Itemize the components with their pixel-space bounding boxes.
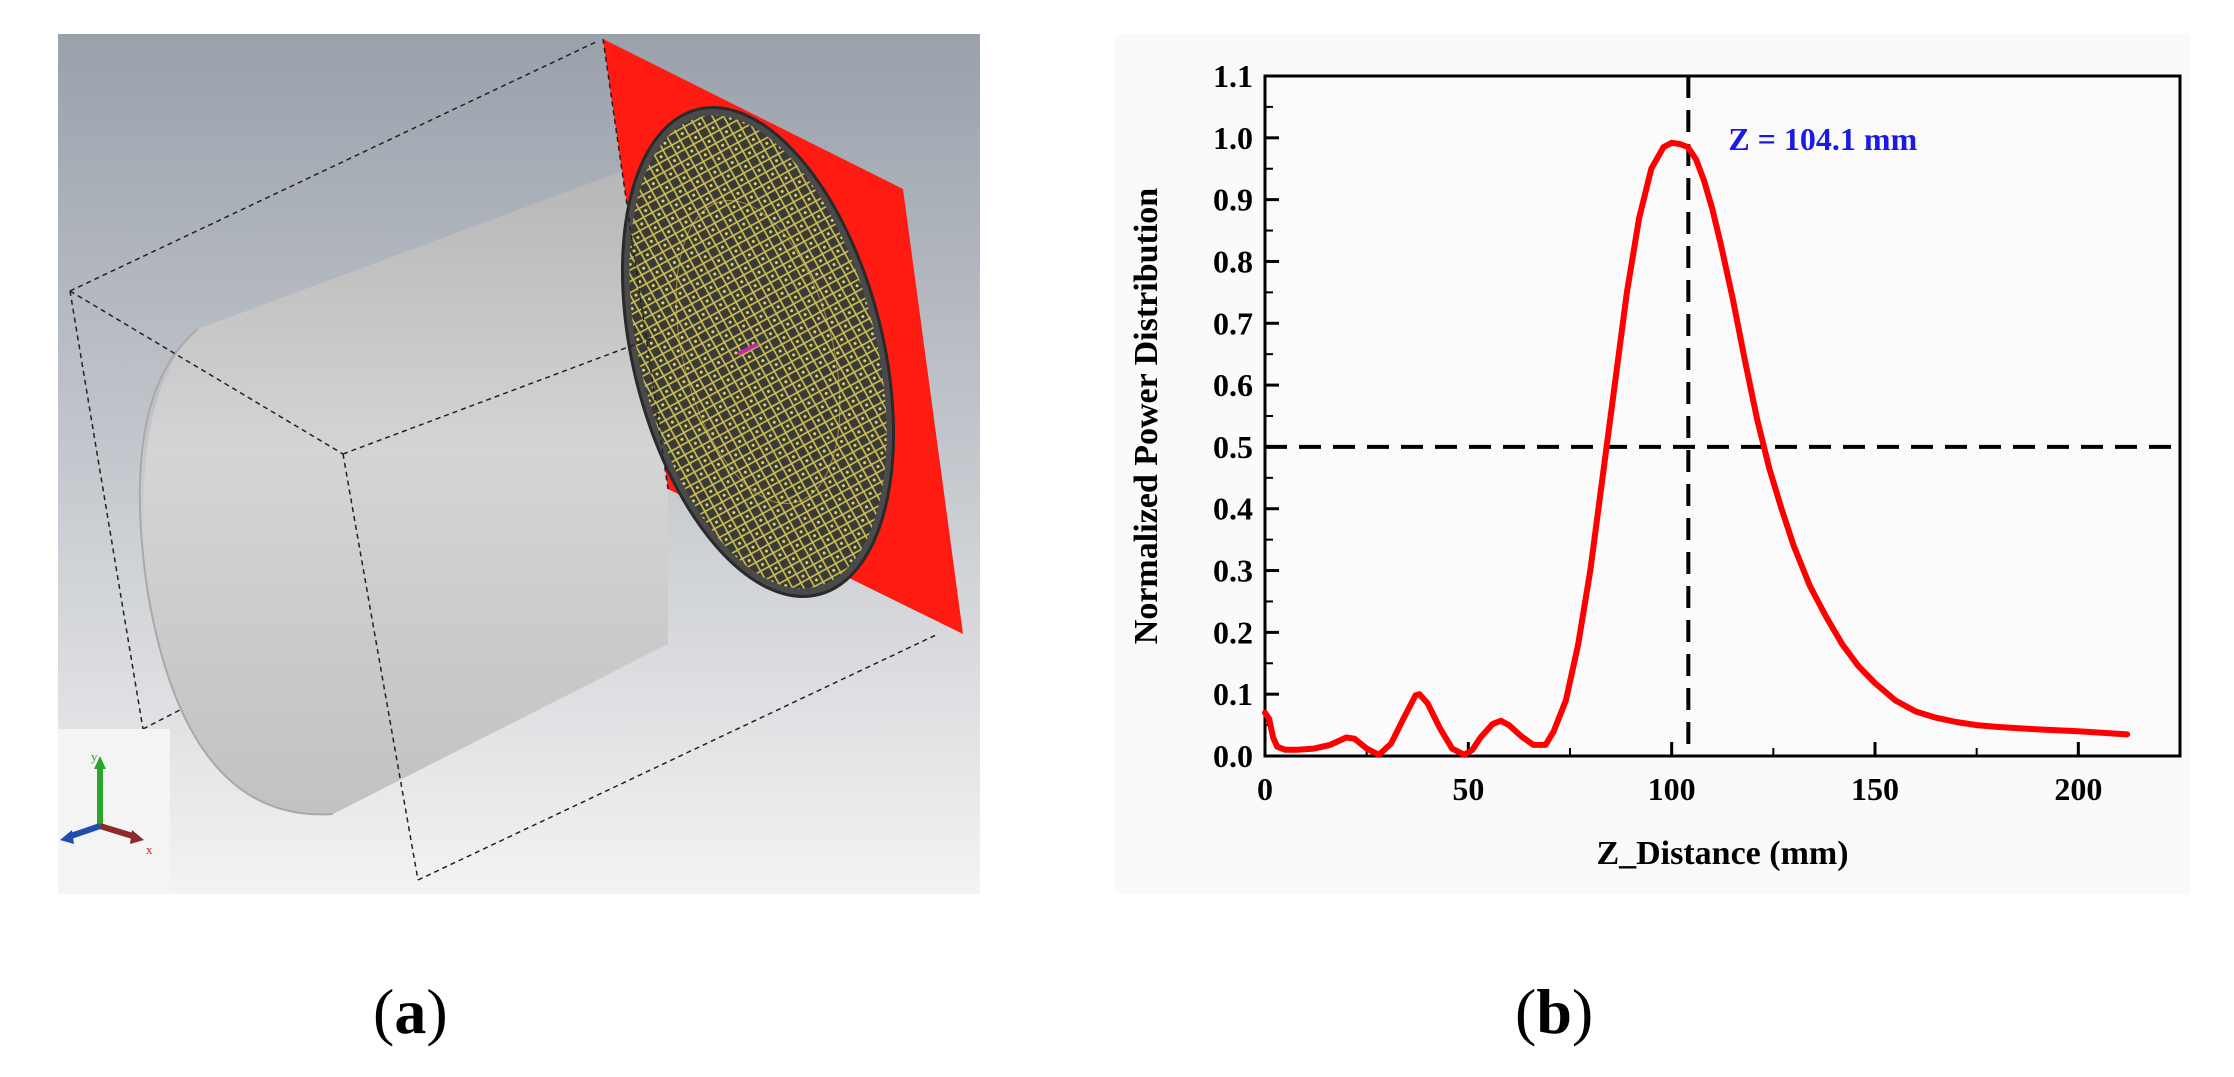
y-tick-label: 0.5 (1213, 429, 1253, 465)
cylinder-body (143, 154, 669, 815)
peak-annotation: Z = 104.1 mm (1728, 121, 1917, 157)
series-line-0 (1262, 139, 2131, 758)
caption-b: (b) (1515, 976, 1594, 1047)
y-tick-label: 0.4 (1213, 491, 1253, 527)
panel-b-chart: 0.0 0.1 0.2 0.3 0.4 0.5 0.6 0.7 0.8 0.9 1.0 1.1 0 50 1… (1115, 34, 2190, 894)
simulation-render: y z x (30, 34, 980, 894)
x-tick-label: 50 (1452, 771, 1484, 807)
x-tick-label: 200 (2054, 771, 2102, 807)
y-tick-label: 0.7 (1213, 305, 1253, 341)
y-tick-label: 0.1 (1213, 676, 1253, 712)
plot-area: 0.0 0.1 0.2 0.3 0.4 0.5 0.6 0.7 0.8 0.9 1.0 1.1 0 50 1… (1213, 58, 2182, 807)
y-tick-label: 0.9 (1213, 182, 1253, 218)
y-tick-label: 1.1 (1213, 58, 1253, 94)
y-tick-label: 0.0 (1213, 738, 1253, 774)
y-tick-label: 0.2 (1213, 614, 1253, 650)
bounding-box-front (69, 38, 939, 881)
x-tick-label: 100 (1648, 771, 1696, 807)
x-axis-label: Z_Distance (mm) (1596, 835, 1848, 872)
y-axis-label: Normalized Power Distribution (1128, 188, 1165, 645)
power-distribution-chart: 0.0 0.1 0.2 0.3 0.4 0.5 0.6 0.7 0.8 0.9 1.0 1.1 0 50 1… (1115, 34, 2190, 894)
axis-label-y: y (91, 749, 98, 764)
plot-frame (1263, 74, 2182, 758)
cylinder-end (138, 328, 334, 816)
y-tick-label: 0.8 (1213, 243, 1253, 279)
meshed-disc (620, 106, 896, 598)
axis-label-x: x (146, 842, 153, 857)
y-tick-label: 1.0 (1213, 120, 1253, 156)
x-tick-label: 150 (1851, 771, 1899, 807)
x-tick-label: 0 (1257, 771, 1273, 807)
port-arrow (737, 342, 759, 356)
caption-a: (a) (373, 976, 448, 1047)
y-tick-label: 0.3 (1213, 553, 1253, 589)
axes-triad: y z x (30, 729, 170, 894)
panel-a-3d-model: y z x (30, 34, 980, 894)
y-tick-label: 0.6 (1213, 367, 1253, 403)
